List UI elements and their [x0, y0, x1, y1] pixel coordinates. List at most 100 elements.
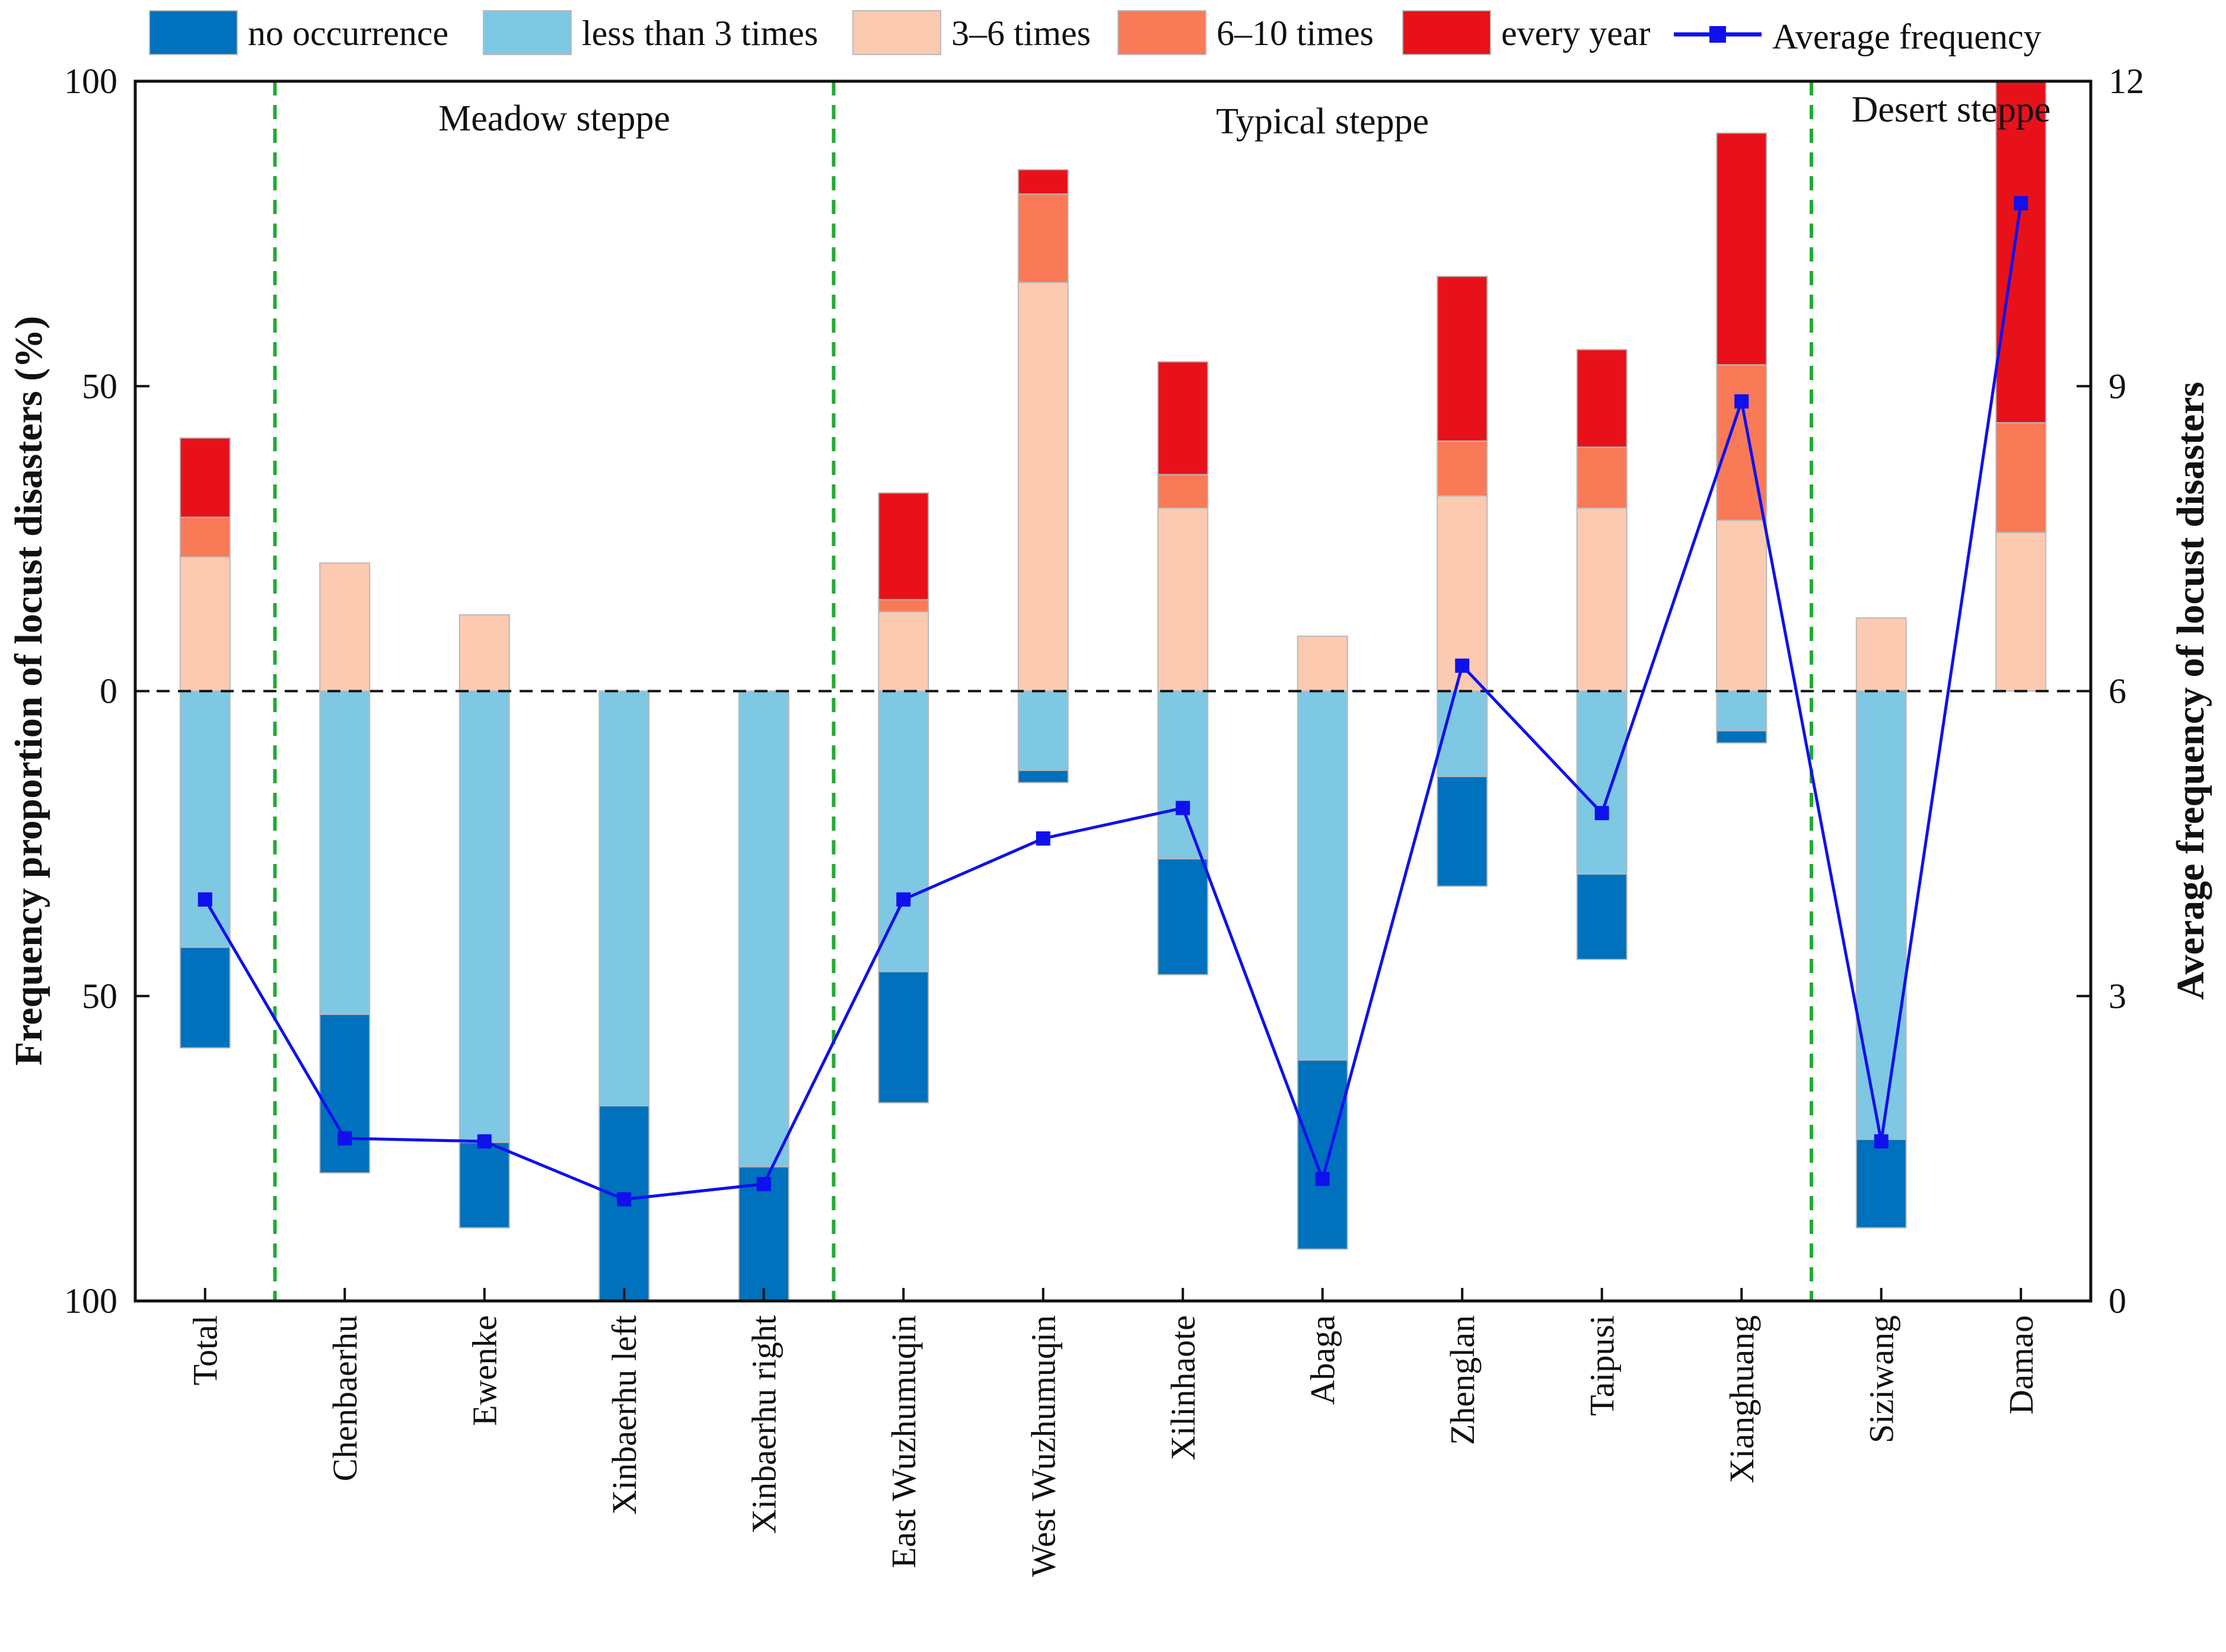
bar-west-wuzhumuqin-no-occurrence [1017, 770, 1069, 783]
marker-east-wuzhumuqin [896, 892, 911, 907]
marker-abaga [1315, 1172, 1330, 1187]
x-tick-label-east-wuzhumuqin: East Wuzhumuqin [884, 1315, 923, 1568]
bar-xianghuang-less-than-3-times [1716, 690, 1768, 732]
bar-ewenke-no-occurrence [458, 1141, 510, 1229]
y2-tick-label: 6 [2109, 672, 2126, 711]
legend-label-6-10-times: 6–10 times [1217, 14, 1374, 53]
bar-siziwang-3-6-times [1855, 617, 1907, 692]
bar-west-wuzhumuqin-every-year [1017, 169, 1069, 195]
x-tick-label-siziwang: Siziwang [1862, 1315, 1900, 1443]
bar-total-3-6-times [179, 556, 231, 692]
bar-abaga-less-than-3-times [1297, 690, 1348, 1061]
region-label-desert-steppe: Desert steppe [1852, 90, 2051, 130]
x-tick-label-xinbaerhu-left: Xinbaerhu left [605, 1315, 644, 1515]
bar-xinbaerhu-left-less-than-3-times [598, 690, 650, 1106]
bar-zhenglan-less-than-3-times [1437, 690, 1488, 777]
y-axis-title: Frequency proportion of locust disasters… [7, 316, 50, 1066]
x-tick-label-xinbaerhu-right: Xinbaerhu right [744, 1315, 783, 1534]
x-tick-label-west-wuzhumuqin: West Wuzhumuqin [1024, 1315, 1062, 1577]
bar-west-wuzhumuqin-3-6-times [1017, 282, 1069, 692]
marker-zhenglan [1455, 658, 1470, 673]
bar-ewenke-3-6-times [458, 614, 510, 692]
bar-chenbaerhu-no-occurrence [319, 1013, 371, 1174]
region-label-typical-steppe: Typical steppe [1216, 101, 1429, 142]
legend: no occurrence less than 3 times 3–6 times 6… [149, 10, 2042, 56]
bar-xilinhaote-no-occurrence [1157, 858, 1209, 975]
x-tick-label-taipusi: Taipusi [1582, 1315, 1621, 1416]
y2-tick-label: 0 [2109, 1281, 2126, 1321]
bar-siziwang-less-than-3-times [1855, 690, 1907, 1140]
marker-total [198, 892, 212, 907]
bar-total-6-10-times [179, 516, 231, 558]
bar-xianghuang-no-occurrence [1716, 730, 1768, 744]
marker-xianghuang [1734, 394, 1749, 409]
legend-label-3-6-times: 3–6 times [951, 14, 1091, 53]
bar-west-wuzhumuqin-6-10-times [1017, 193, 1069, 283]
marker-xilinhaote [1176, 801, 1190, 815]
bar-taipusi-less-than-3-times [1576, 690, 1628, 875]
marker-taipusi [1594, 806, 1609, 821]
bar-taipusi-6-10-times [1576, 447, 1628, 509]
bar-total-every-year [179, 437, 231, 518]
bar-xilinhaote-every-year [1157, 361, 1209, 476]
region-dividers [273, 81, 1813, 1301]
legend-marker-average-frequency [1709, 26, 1726, 43]
bar-xianghuang-3-6-times [1716, 519, 1768, 692]
bar-east-wuzhumuqin-no-occurrence [878, 971, 929, 1104]
bar-layer [179, 81, 2047, 1302]
legend-label-less-than-3-times: less than 3 times [582, 14, 818, 53]
bar-damao-every-year [1995, 81, 2047, 423]
x-tick-label-ewenke: Ewenke [465, 1315, 504, 1426]
legend-label-every-year: every year [1501, 14, 1651, 53]
legend-swatch-no-occurrence [149, 10, 238, 55]
bar-zhenglan-6-10-times [1437, 440, 1488, 497]
y2-tick-label: 12 [2109, 62, 2144, 101]
bar-west-wuzhumuqin-less-than-3-times [1017, 690, 1069, 771]
y-tick-label: 100 [64, 1281, 117, 1321]
bar-chenbaerhu-3-6-times [319, 562, 371, 692]
legend-label-no-occurrence: no occurrence [248, 14, 448, 53]
bar-siziwang-no-occurrence [1855, 1138, 1907, 1229]
legend-swatch-3-6-times [852, 10, 941, 55]
y-tick-label: 50 [82, 366, 117, 406]
y-tick-label: 100 [64, 62, 117, 101]
marker-chenbaerhu [337, 1131, 352, 1146]
bar-total-no-occurrence [179, 946, 231, 1049]
x-tick-label-zhenglan: Zhenglan [1443, 1315, 1482, 1445]
bar-xinbaerhu-right-less-than-3-times [738, 690, 789, 1168]
bar-east-wuzhumuqin-less-than-3-times [878, 690, 929, 972]
marker-xinbaerhu-left [617, 1192, 632, 1207]
bar-abaga-3-6-times [1297, 635, 1348, 692]
marker-damao [2014, 196, 2028, 211]
average-frequency-line [198, 196, 2028, 1207]
bar-abaga-no-occurrence [1297, 1059, 1348, 1250]
bar-xianghuang-every-year [1716, 132, 1768, 366]
bar-ewenke-less-than-3-times [458, 690, 510, 1143]
bar-total-less-than-3-times [179, 690, 231, 948]
bar-damao-6-10-times [1995, 422, 2047, 534]
marker-ewenke [477, 1134, 492, 1149]
x-tick-label-xianghuang: Xianghuang [1722, 1315, 1761, 1484]
y2-tick-label: 9 [2109, 366, 2126, 406]
y-tick-label: 50 [82, 977, 117, 1016]
bar-east-wuzhumuqin-6-10-times [878, 599, 929, 613]
legend-label-average-frequency: Average frequency [1772, 17, 2042, 56]
legend-swatch-less-than-3-times [483, 10, 572, 55]
x-tick-label-chenbaerhu: Chenbaerhu [326, 1315, 364, 1481]
line-average-frequency [203, 203, 2023, 1201]
marker-xinbaerhu-right [756, 1176, 771, 1191]
bar-xilinhaote-less-than-3-times [1157, 690, 1209, 860]
region-label-meadow-steppe: Meadow steppe [438, 98, 670, 139]
bar-chenbaerhu-less-than-3-times [319, 690, 371, 1015]
y2-tick-label: 3 [2109, 977, 2126, 1016]
axes: 100 50 0 50 100 12 9 6 3 0 Total Chenbaerhu Ewenke Xi… [7, 62, 2212, 1577]
legend-swatch-every-year [1402, 10, 1491, 55]
marker-west-wuzhumuqin [1036, 831, 1050, 846]
x-tick-label-damao: Damao [2002, 1315, 2040, 1415]
bar-xilinhaote-3-6-times [1157, 507, 1209, 692]
bar-damao-3-6-times [1995, 532, 2047, 692]
x-tick-label-total: Total [186, 1315, 224, 1385]
x-tick-label-xilinhaote: Xilinhaote [1164, 1315, 1202, 1460]
bar-xilinhaote-6-10-times [1157, 474, 1209, 509]
